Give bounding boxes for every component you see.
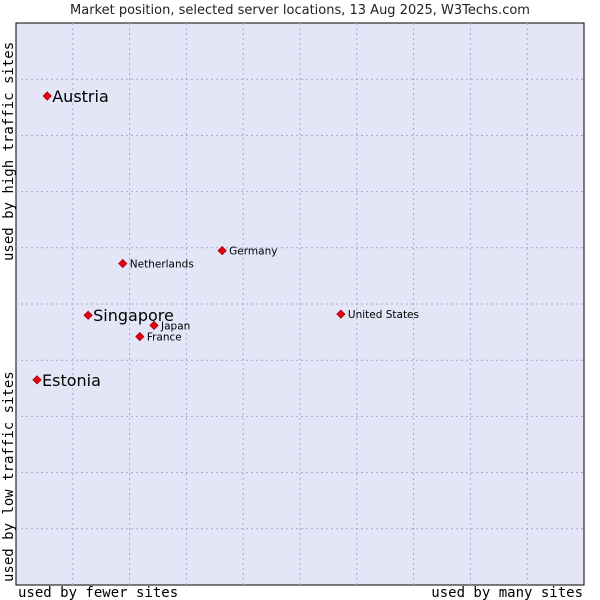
y-axis-label-top: used by high traffic sites [1,42,17,261]
data-points: Austria Germany Netherlands SingaporeJapanF… [32,87,419,390]
point-label-japan: Japan [160,320,190,332]
point-label-germany: Germany [229,246,277,258]
point-marker-singapore [83,310,93,320]
y-axis-label-bottom: used by low traffic sites [1,371,17,582]
point-marker-united-states [336,309,346,319]
point-marker-netherlands [118,258,128,269]
point-label-united-states: United States [348,309,419,321]
point-marker-germany [217,245,227,256]
grid-lines [16,23,584,585]
point-label-netherlands: Netherlands [130,259,194,271]
chart-title: Market position, selected server locatio… [70,3,530,18]
x-axis-label-right: used by many sites [431,585,583,600]
point-marker-japan [149,320,159,330]
x-axis-label-left: used by fewer sites [18,585,178,600]
point-label-singapore: Singapore [93,306,174,325]
point-marker-austria [42,91,52,101]
point-marker-estonia [32,375,42,385]
point-label-france: France [147,332,182,344]
point-label-austria: Austria [52,87,109,106]
point-marker-france [135,331,145,342]
point-label-estonia: Estonia [42,371,101,390]
